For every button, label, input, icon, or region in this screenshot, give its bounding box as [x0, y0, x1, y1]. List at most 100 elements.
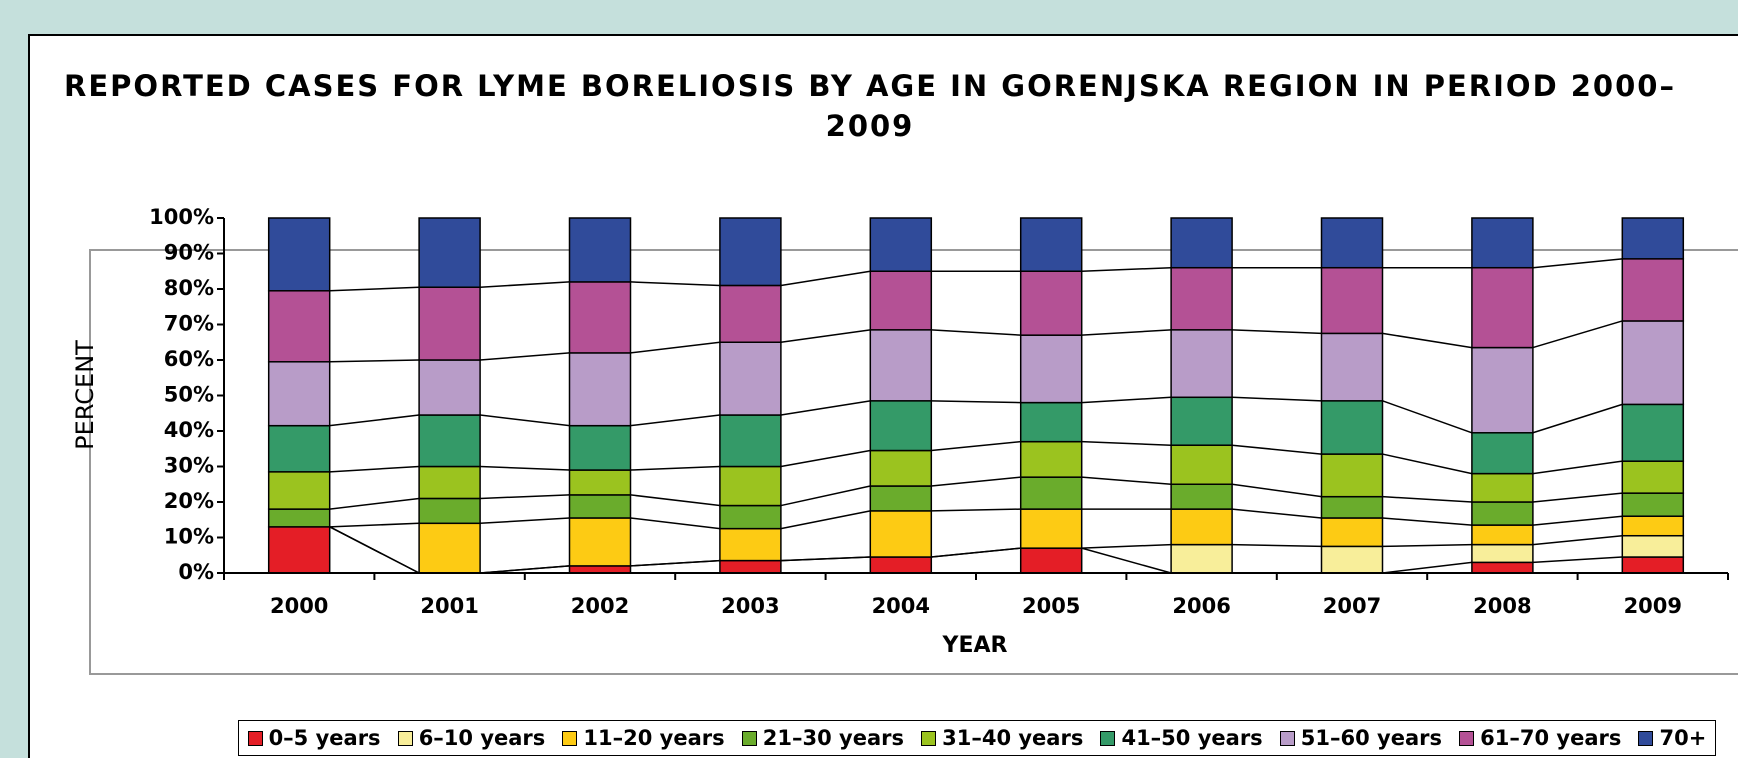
x-tick-label: 2001: [420, 594, 478, 618]
bar-segment: [1320, 332, 1384, 402]
bar-segment: [1621, 556, 1685, 574]
x-axis-label: YEAR: [942, 633, 1008, 658]
bar-segment: [568, 281, 632, 354]
connector-line: [630, 465, 720, 471]
bar-segment: [568, 217, 632, 283]
bar-segment: [719, 527, 782, 562]
bar-segment: [1320, 453, 1384, 498]
connector-line: [1231, 483, 1322, 498]
connector-line: [1232, 329, 1322, 335]
y-tick-label: 30%: [164, 454, 214, 478]
chart-title: REPORTED CASES FOR LYME BORELIOSIS BY AG…: [64, 69, 1676, 143]
bar-segment: [568, 517, 632, 567]
legend-label: 21–30 years: [762, 726, 904, 750]
connector-line: [630, 494, 720, 507]
connector-line: [329, 286, 420, 292]
bar-segment: [1621, 534, 1685, 558]
legend-label: 11–20 years: [583, 726, 725, 750]
bar-segment: [1471, 432, 1534, 475]
connector-line: [1532, 492, 1623, 503]
connector-line: [480, 517, 570, 525]
bar-segment: [1170, 396, 1233, 446]
y-tick-label: 70%: [164, 312, 214, 336]
bar-segment: [1170, 483, 1233, 510]
connector-line: [931, 547, 1021, 558]
bar-segment: [1019, 508, 1083, 549]
connector-line: [329, 414, 420, 427]
bar-segment: [1320, 517, 1384, 548]
bar-segment: [869, 329, 933, 402]
bar-segment: [568, 424, 632, 471]
bar-segment: [568, 494, 632, 519]
bar-segment: [719, 559, 782, 574]
bar-segment: [1471, 217, 1534, 269]
bar-segment: [869, 270, 933, 331]
bar-segment: [267, 526, 331, 574]
legend-swatch: [1638, 730, 1654, 746]
x-tick-label: 2006: [1172, 594, 1230, 618]
legend-label: 41–50 years: [1121, 726, 1263, 750]
bar-segment: [1019, 217, 1083, 272]
connector-line: [780, 270, 871, 287]
bar-segment: [267, 217, 331, 292]
connector-line: [329, 522, 420, 528]
legend-swatch: [1100, 730, 1116, 746]
bar-segment: [418, 359, 481, 416]
legend-item: 6–10 years: [397, 726, 546, 750]
bar-segment: [418, 414, 481, 468]
connector-line: [1532, 515, 1623, 526]
bar-segment: [869, 449, 933, 487]
connector-line: [931, 329, 1021, 336]
bar-segment: [1320, 400, 1384, 455]
connector-line: [1382, 400, 1473, 434]
legend-swatch: [921, 730, 937, 746]
bar-segment: [267, 424, 331, 473]
connector-line: [1532, 403, 1623, 434]
connector-line: [1081, 329, 1172, 336]
connector-line: [1532, 460, 1623, 475]
legend-swatch: [1279, 730, 1295, 746]
bar-segment: [1019, 440, 1083, 478]
connector-line: [630, 341, 720, 354]
connector-line: [1081, 396, 1172, 404]
bar-segment: [1621, 320, 1685, 406]
connector-line: [1081, 543, 1172, 549]
y-tick-label: 0%: [178, 560, 214, 584]
bar-segment: [1621, 515, 1685, 537]
x-tick-label: 2005: [1022, 594, 1080, 618]
x-tick-label: 2008: [1473, 594, 1531, 618]
connector-line: [630, 559, 720, 567]
legend-item: 0–5 years: [247, 726, 381, 750]
legend-label: 51–60 years: [1300, 726, 1443, 750]
bar-segment: [1621, 460, 1685, 494]
legend-item: 21–30 years: [741, 726, 904, 750]
x-tick-label: 2007: [1323, 594, 1381, 618]
legend-swatch: [741, 730, 757, 746]
y-tick-label: 60%: [164, 347, 214, 371]
bar-segment: [568, 469, 632, 496]
y-tick-label: 10%: [164, 525, 214, 549]
connector-line: [480, 565, 570, 574]
bar-segment: [869, 400, 933, 452]
bar-segment: [1019, 476, 1083, 510]
x-tick-label: 2003: [721, 594, 779, 618]
connector-line: [1081, 547, 1172, 574]
connector-line: [1232, 508, 1322, 519]
bar-segment: [719, 217, 782, 287]
connector-line: [931, 400, 1021, 404]
bar-segment: [1170, 217, 1233, 269]
legend-label: 6–10 years: [418, 726, 546, 750]
bar-segment: [1170, 508, 1233, 546]
bar-segment: [1320, 266, 1384, 335]
bar-segment: [1471, 561, 1534, 574]
y-tick-label: 50%: [164, 383, 214, 407]
bar-segment: [719, 465, 782, 507]
legend-label: 0–5 years: [268, 726, 381, 750]
bar-segment: [719, 341, 782, 416]
bar-segment: [1320, 217, 1384, 269]
legend-item: 31–40 years: [921, 726, 1083, 750]
bar-segment: [1471, 501, 1534, 526]
bar-segment: [568, 565, 632, 574]
y-tick-label: 40%: [164, 418, 214, 442]
